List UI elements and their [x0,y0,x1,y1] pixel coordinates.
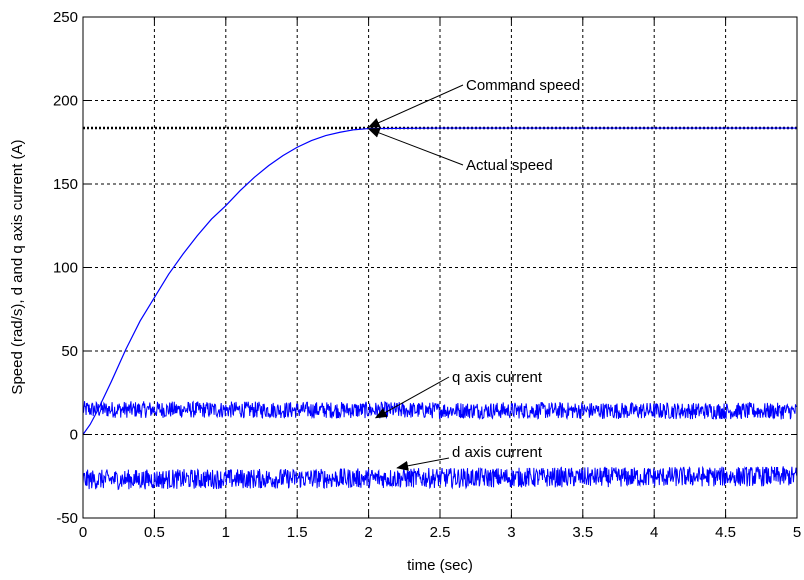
annotation-label-command: Command speed [466,77,580,94]
x-tick-label: 1.5 [287,524,308,541]
series-actual [83,127,797,435]
annotations: Command speed Actual speed q axis current d… [367,77,580,471]
annotation-label-d: d axis current [452,444,543,461]
x-axis-title: time (sec) [407,557,473,574]
series-d_current [83,465,797,491]
x-tick-label: 3.5 [572,524,593,541]
y-tick-label: 0 [70,427,78,444]
series-group [83,126,797,491]
y-axis-title: Speed (rad/s), d and q axis current (A) [9,139,26,394]
annotation-label-actual: Actual speed [466,157,553,174]
x-tick-label: 2.5 [430,524,451,541]
y-tick-label: 100 [53,260,78,277]
x-tick-label: 1 [222,524,230,541]
y-tick-label: 150 [53,176,78,193]
annotation-label-q: q axis current [452,369,543,386]
y-tick-label: 200 [53,93,78,110]
series-q_current [83,400,797,421]
annotation-arrow-d [396,457,450,471]
annotation-arrow-q [374,376,450,419]
x-tick-label: 3 [507,524,515,541]
grid [83,17,797,518]
x-tick-label: 0 [79,524,87,541]
x-tick-label: 4 [650,524,658,541]
y-tick-label: -50 [56,510,78,527]
x-tick-label: 2 [364,524,372,541]
y-tick-label: 50 [61,343,78,360]
annotation-arrow-command [367,84,464,128]
x-tick-label: 5 [793,524,801,541]
y-tick-label: 250 [53,9,78,26]
x-tick-label: 0.5 [144,524,165,541]
annotation-arrow-actual [367,128,464,166]
x-tick-label: 4.5 [715,524,736,541]
